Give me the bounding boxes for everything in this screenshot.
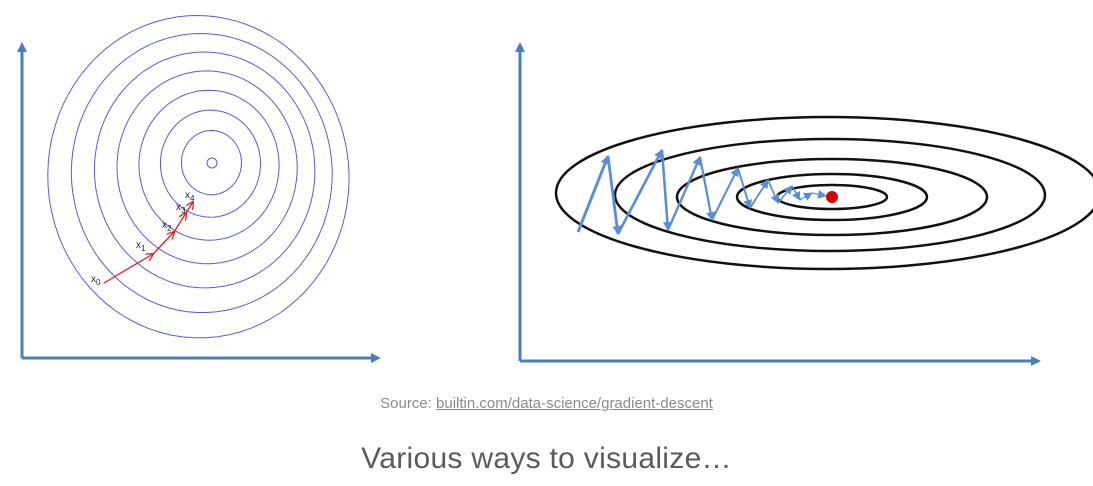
ellipse-contour-4 (554, 115, 1093, 271)
contour-ring-4 (93, 51, 316, 289)
step-arrow-2 (173, 213, 186, 233)
zigzag-descent-path (576, 149, 827, 235)
left-descent-path (103, 202, 193, 284)
source-citation: Source: builtin.com/data-science/gradien… (0, 395, 1093, 412)
contour-ring-1 (160, 109, 261, 218)
zigzag-step-2 (616, 149, 664, 235)
iterate-label-x0: x0 (91, 274, 101, 287)
contour-ring-6 (47, 14, 350, 339)
iterate-labels: x0 x1 x2 x3 x4 (91, 190, 195, 287)
zigzag-step-1 (606, 155, 622, 235)
step-arrow-3 (185, 202, 193, 214)
zigzag-step-9 (767, 179, 779, 204)
left-contour-panel: x0 x1 x2 x3 x4 (17, 14, 381, 363)
zigzag-step-0 (576, 155, 610, 233)
ellipse-contour-3 (613, 137, 1047, 253)
iterate-label-x3: x3 (176, 202, 186, 215)
left-contours (47, 14, 350, 339)
step-arrow-1 (152, 232, 174, 255)
source-prefix: Source: (380, 395, 437, 412)
iterate-label-x4: x4 (185, 190, 195, 203)
iterate-label-x1: x1 (136, 240, 146, 253)
zigzag-step-5 (698, 156, 715, 221)
zigzag-step-12 (799, 192, 813, 201)
zigzag-step-10 (777, 185, 793, 204)
contour-ring-0 (181, 130, 243, 196)
zigzag-step-4 (666, 156, 702, 231)
zigzag-step-8 (749, 179, 769, 209)
zigzag-step-11 (791, 185, 801, 201)
ellipse-contour-1 (735, 172, 929, 222)
ellipse-contour-2 (675, 157, 989, 237)
step-arrow-0 (103, 254, 153, 284)
contour-ring-5 (70, 32, 333, 313)
left-minimum-marker (206, 157, 218, 169)
slide-caption: Various ways to visualize… (361, 442, 732, 475)
iterate-label-x2: x2 (162, 220, 172, 233)
source-link[interactable]: builtin.com/data-science/gradient-descen… (436, 395, 713, 412)
zigzag-step-3 (660, 149, 672, 231)
right-contours (554, 115, 1093, 271)
contour-ring-2 (138, 89, 280, 241)
right-minimum-dot (826, 191, 838, 203)
right-contour-panel (515, 42, 1093, 366)
contour-ring-3 (116, 70, 298, 265)
zigzag-step-13 (811, 189, 827, 199)
zigzag-step-7 (737, 167, 753, 209)
zigzag-step-6 (711, 167, 739, 221)
